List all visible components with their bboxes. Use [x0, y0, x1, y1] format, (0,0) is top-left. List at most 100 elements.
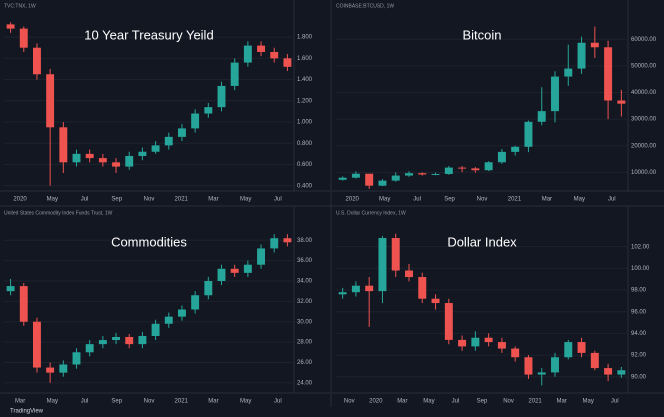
- y-tick-label: 50000.00: [631, 63, 657, 69]
- candle-body: [458, 167, 467, 169]
- candle-body: [46, 367, 55, 373]
- candle-body: [444, 303, 453, 340]
- candle-body: [444, 167, 453, 174]
- candle-body: [85, 344, 94, 353]
- candle-body: [283, 58, 292, 67]
- candle-body: [405, 270, 413, 278]
- candle-body: [551, 76, 559, 112]
- x-tick-label: Sep: [111, 197, 122, 203]
- x-tick-label: Jul: [274, 197, 282, 203]
- candle-body: [191, 113, 200, 129]
- candle-body: [125, 337, 134, 345]
- candle-body: [484, 162, 493, 171]
- y-tick-label: 1.200: [297, 98, 313, 104]
- candle-body: [164, 316, 173, 324]
- x-tick-label: 2021: [508, 197, 522, 203]
- candle-body: [164, 136, 173, 146]
- y-tick-label: 96.00: [631, 309, 647, 315]
- candle-body: [338, 177, 347, 180]
- candle-body: [125, 155, 134, 167]
- y-tick-label: 0.400: [297, 183, 313, 189]
- candle-body: [564, 342, 573, 358]
- y-tick-label: 24.00: [297, 380, 313, 386]
- candle-body: [151, 323, 160, 336]
- candle-body: [590, 352, 599, 369]
- candle-body: [59, 127, 68, 163]
- y-tick-label: 30.00: [297, 319, 313, 325]
- candle-body: [564, 68, 573, 77]
- x-tick-label: 2021: [175, 399, 189, 405]
- y-tick-label: 28.00: [297, 340, 313, 346]
- x-tick-label: Sep: [444, 197, 455, 203]
- chart-title: Dollar Index: [447, 234, 517, 249]
- x-tick-label: Jul: [413, 197, 421, 203]
- candle-body: [138, 335, 147, 345]
- candle-body: [431, 298, 440, 304]
- x-tick-label: Jul: [81, 197, 89, 203]
- candle-body: [524, 357, 533, 375]
- candle-body: [577, 42, 586, 69]
- candle-body: [338, 292, 347, 295]
- candle-body: [178, 128, 186, 137]
- candle-body: [283, 238, 292, 243]
- candle-body: [257, 248, 265, 265]
- y-tick-label: 32.00: [297, 299, 313, 305]
- x-tick-label: Mar: [15, 399, 25, 405]
- candle-body: [230, 268, 239, 273]
- y-tick-label: 90.00: [631, 374, 647, 380]
- candle-body: [551, 357, 559, 373]
- candle-body: [46, 74, 55, 128]
- chart-title: Bitcoin: [462, 27, 501, 42]
- candle-body: [178, 309, 186, 317]
- candle-body: [378, 238, 387, 292]
- y-tick-label: 60000.00: [631, 37, 657, 43]
- x-tick-label: Jul: [611, 399, 619, 405]
- x-tick-label: Mar: [208, 399, 218, 405]
- candle-body: [151, 145, 160, 152]
- candle-body: [617, 100, 626, 104]
- candle-body: [98, 340, 107, 345]
- candle-body: [6, 24, 15, 29]
- candle-body: [497, 342, 506, 349]
- candle-body: [257, 45, 265, 52]
- candle-body: [405, 173, 413, 176]
- x-tick-label: 2021: [528, 399, 542, 405]
- candle-body: [85, 153, 94, 159]
- x-tick-label: Mar: [556, 399, 566, 405]
- x-tick-label: Mar: [542, 197, 552, 203]
- chart-header: COINBASE:BTCUSD, 1W: [336, 3, 394, 9]
- x-tick-label: May: [240, 197, 251, 203]
- candle-body: [204, 281, 213, 296]
- x-tick-label: May: [47, 399, 58, 405]
- chart-title: Commodities: [111, 234, 187, 249]
- x-tick-label: 2020: [346, 197, 360, 203]
- y-tick-label: 40000.00: [631, 90, 657, 96]
- candle-body: [617, 370, 626, 375]
- candle-body: [6, 286, 15, 292]
- candle-body: [19, 28, 28, 48]
- candle-body: [497, 151, 506, 163]
- candle-body: [537, 372, 546, 375]
- candle-body: [270, 51, 279, 59]
- chart-header: United States Commodity Index Funds Trus…: [4, 210, 113, 216]
- y-tick-label: 92.00: [631, 353, 647, 359]
- x-tick-label: Jul: [608, 197, 616, 203]
- y-tick-label: 1.800: [297, 35, 313, 41]
- candle-body: [524, 121, 533, 147]
- candle-body: [19, 286, 28, 322]
- y-tick-label: 0.800: [297, 141, 313, 147]
- candle-body: [270, 238, 279, 249]
- x-tick-label: Mar: [208, 197, 218, 203]
- x-tick-label: 2021: [175, 197, 189, 203]
- x-tick-label: May: [583, 399, 594, 405]
- candle-body: [604, 47, 613, 101]
- y-tick-label: 20000.00: [631, 143, 657, 149]
- candle-body: [471, 168, 480, 171]
- candle-body: [72, 153, 81, 163]
- y-tick-label: 0.600: [297, 162, 313, 168]
- y-tick-label: 94.00: [631, 331, 647, 337]
- x-tick-label: 2020: [13, 197, 27, 203]
- candle-body: [391, 175, 400, 181]
